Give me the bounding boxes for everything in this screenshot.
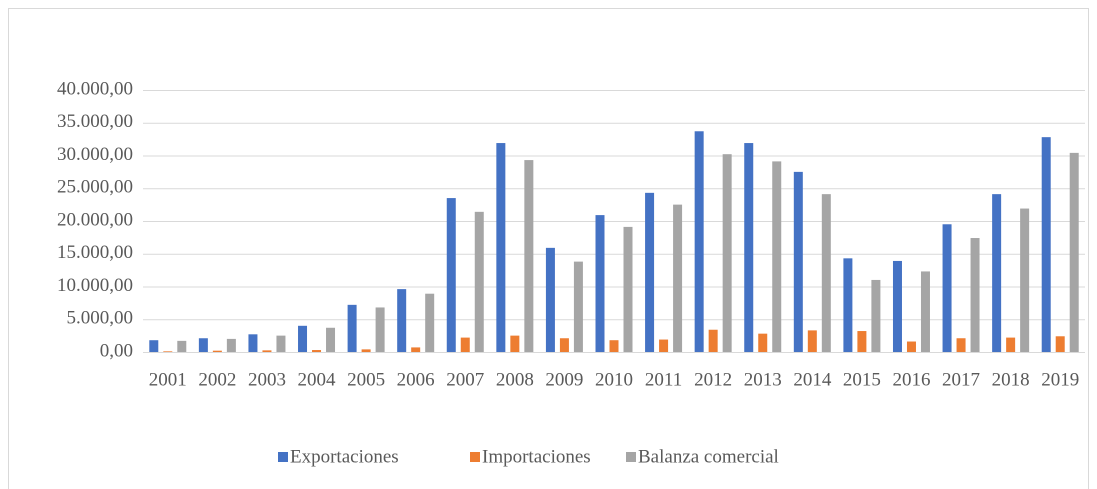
bar	[326, 327, 336, 352]
bar	[992, 194, 1002, 352]
bar	[659, 339, 669, 352]
y-tick-label: 25.000,00	[57, 177, 133, 198]
x-tick-label: 2015	[843, 369, 881, 390]
bar	[708, 329, 718, 352]
bar	[163, 351, 173, 352]
bar	[460, 337, 470, 352]
bar	[425, 293, 435, 352]
bar	[298, 325, 308, 352]
bar	[906, 341, 916, 352]
x-tick-label: 2005	[347, 369, 385, 390]
y-tick-label: 20.000,00	[57, 209, 133, 230]
bar	[1055, 336, 1065, 352]
bar	[744, 143, 754, 352]
y-tick-label: 40.000,00	[57, 78, 133, 99]
y-tick-label: 30.000,00	[57, 144, 133, 165]
bar	[758, 333, 768, 352]
x-tick-label: 2016	[892, 369, 930, 390]
x-tick-label: 2010	[595, 369, 633, 390]
bar	[248, 334, 258, 352]
bar	[1041, 137, 1051, 352]
bar	[397, 289, 407, 352]
bar	[177, 340, 187, 352]
bar	[793, 171, 803, 352]
legend-label: Importaciones	[482, 446, 591, 467]
bar	[843, 258, 853, 352]
bar	[559, 338, 569, 352]
y-tick-label: 35.000,00	[57, 111, 133, 132]
bar	[772, 161, 782, 352]
bar	[871, 279, 881, 352]
legend-label: Balanza comercial	[638, 446, 779, 467]
bar	[892, 260, 902, 352]
legend-swatch	[626, 452, 636, 462]
chart-border	[8, 8, 1089, 489]
bar	[312, 350, 322, 352]
bar	[1020, 208, 1030, 352]
x-tick-label: 2001	[149, 369, 187, 390]
bar	[262, 350, 272, 352]
bar	[411, 347, 421, 352]
bar	[524, 160, 534, 352]
bar	[446, 198, 456, 352]
bar	[276, 335, 286, 352]
x-tick-label: 2013	[744, 369, 782, 390]
x-tick-label: 2008	[496, 369, 534, 390]
bar	[821, 194, 831, 352]
x-tick-label: 2019	[1041, 369, 1079, 390]
legend-swatch	[278, 452, 288, 462]
legend-swatch	[470, 452, 480, 462]
bar	[609, 340, 619, 352]
x-tick-label: 2002	[198, 369, 236, 390]
y-tick-label: 15.000,00	[57, 242, 133, 263]
bar	[198, 338, 208, 352]
bar	[226, 338, 236, 352]
bar	[970, 238, 980, 352]
x-tick-label: 2009	[545, 369, 583, 390]
y-tick-label: 10.000,00	[57, 275, 133, 296]
bar	[722, 154, 732, 352]
x-tick-label: 2007	[446, 369, 484, 390]
x-tick-label: 2018	[992, 369, 1030, 390]
y-tick-label: 0,00	[100, 340, 133, 361]
bar	[645, 192, 655, 352]
bar	[694, 131, 704, 352]
x-tick-label: 2004	[298, 369, 337, 390]
bar	[496, 143, 506, 352]
bar	[149, 340, 159, 352]
bar	[1069, 152, 1079, 352]
x-tick-label: 2003	[248, 369, 286, 390]
bar	[375, 307, 385, 352]
bar	[807, 330, 817, 352]
legend-label: Exportaciones	[290, 446, 399, 467]
bar	[361, 349, 371, 352]
bar	[956, 338, 966, 352]
bar	[510, 335, 520, 352]
bar	[1006, 337, 1016, 352]
bar	[920, 271, 930, 352]
bar	[573, 261, 583, 352]
x-tick-label: 2006	[397, 369, 435, 390]
bar	[942, 224, 952, 352]
bar	[623, 226, 633, 352]
x-tick-label: 2017	[942, 369, 980, 390]
x-tick-label: 2014	[793, 369, 832, 390]
bar	[347, 304, 357, 352]
x-tick-label: 2012	[694, 369, 732, 390]
x-tick-label: 2011	[645, 369, 682, 390]
y-tick-label: 5.000,00	[67, 308, 134, 329]
bar	[212, 350, 222, 352]
bar	[474, 211, 484, 352]
bar	[673, 204, 683, 352]
bar	[545, 247, 555, 352]
bar	[857, 331, 867, 352]
bar	[595, 215, 605, 352]
